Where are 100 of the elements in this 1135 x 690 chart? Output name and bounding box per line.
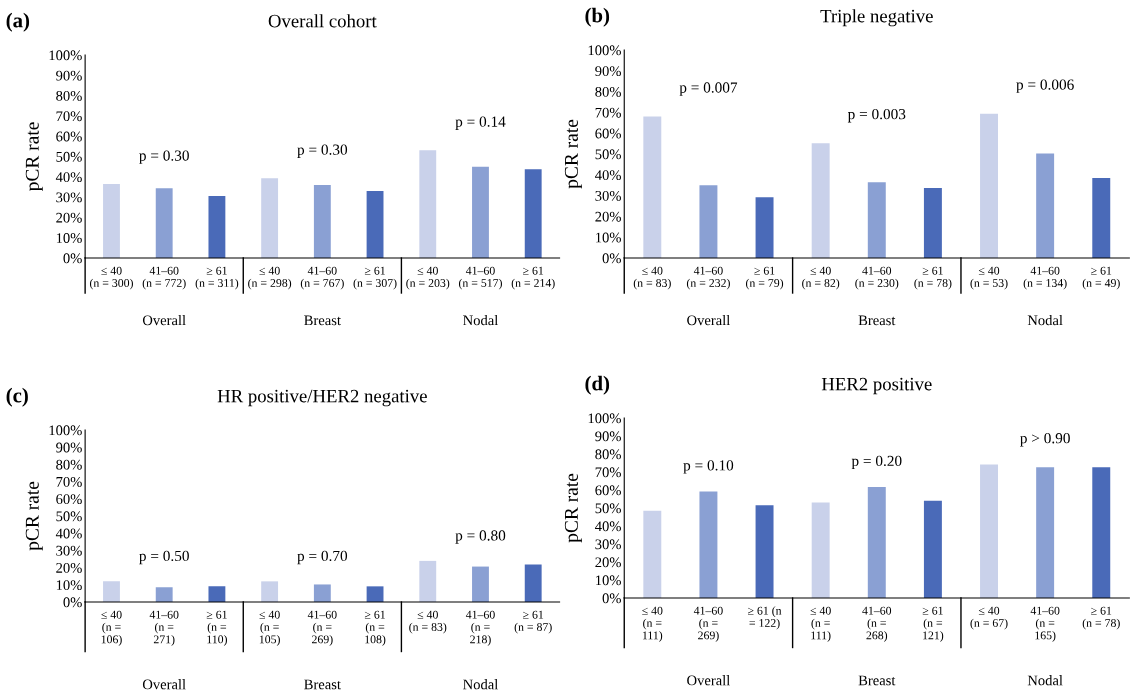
annotation: p = 0.006 <box>1016 79 1074 93</box>
text: Overall <box>142 314 186 326</box>
bar <box>103 581 120 602</box>
x-tick-label: ≤ 40 (n = 300) <box>89 266 133 290</box>
y-tick-label: 90% <box>595 66 621 77</box>
chart-title: Overall cohort <box>268 14 377 28</box>
x-tick-label: ≤ 40 (n = 105) <box>259 610 280 646</box>
text: Breast <box>858 675 896 686</box>
annotation: p = 0.80 <box>455 530 506 544</box>
text: Nodal <box>1027 675 1063 686</box>
x-tick-label: 41–60 (n = 165) <box>1030 606 1060 642</box>
bar <box>643 116 662 258</box>
bar <box>699 491 718 598</box>
y-tick-label: 30% <box>56 545 82 556</box>
y-axis-title: pCR rate <box>25 481 43 551</box>
y-tick-label: 70% <box>56 476 82 487</box>
y-tick-label: 100% <box>49 425 82 436</box>
bar <box>208 195 226 258</box>
text: Overall <box>687 314 730 326</box>
bar <box>472 166 489 258</box>
y-tick-label: 0% <box>63 253 82 264</box>
y-tick-label: 80% <box>56 459 82 470</box>
bar <box>419 150 437 258</box>
annotation: p = 0.003 <box>847 108 906 123</box>
x-tick-label: 41–60 (n = 269) <box>307 610 337 646</box>
text: (a) <box>6 12 30 32</box>
bar <box>313 184 331 258</box>
y-axis-title: pCR rate <box>564 473 582 543</box>
y-tick-label: 60% <box>595 128 621 139</box>
bar <box>811 502 830 598</box>
y-tick-label: 10% <box>596 232 621 243</box>
text: Breast <box>858 315 896 326</box>
y-tick-label: 20% <box>595 211 621 222</box>
bar <box>313 584 331 602</box>
y-tick-label: 50% <box>56 511 82 522</box>
x-tick-label: 41–60 (n = 772) <box>142 266 186 290</box>
x-tick-label: 41–60 (n = 232) <box>686 266 730 290</box>
x-tick-label: ≥ 61 (n = 311) <box>195 266 239 290</box>
x-tick-label: ≥ 61 (n = 78) <box>1082 606 1120 630</box>
x-tick-label: ≤ 40 (n = 111) <box>642 606 663 642</box>
text: Nodal <box>1027 314 1063 326</box>
x-tick-label: ≥ 61 (n = 214) <box>511 266 555 290</box>
bar <box>755 505 774 598</box>
x-tick-label: ≥ 61 (n = 79) <box>746 266 784 290</box>
bar <box>1092 467 1111 598</box>
y-tick-label: 60% <box>595 485 621 496</box>
bar <box>1092 177 1111 258</box>
x-tick-label: ≤ 40 (n = 82) <box>802 266 840 290</box>
y-tick-label: 0% <box>602 253 621 264</box>
x-tick-label: ≤ 40 (n = 83) <box>633 266 671 290</box>
y-tick-label: 40% <box>55 172 82 183</box>
bar <box>1036 467 1055 598</box>
bar <box>103 184 120 258</box>
bar <box>261 581 279 602</box>
y-tick-label: 40% <box>595 521 621 532</box>
bar <box>155 587 173 602</box>
y-axis-title: pCR rate <box>564 119 582 189</box>
y-axis-title: pCR rate <box>25 122 43 192</box>
bar <box>155 188 173 258</box>
annotation: p > 0.90 <box>1020 433 1070 447</box>
y-tick-label: 40% <box>595 170 621 181</box>
bar <box>923 188 942 258</box>
x-tick-label: ≥ 61 (n = 78) <box>914 266 952 290</box>
chart-title: Triple negative <box>820 9 933 27</box>
y-tick-label: 90% <box>595 431 621 442</box>
y-tick-label: 90% <box>56 442 82 453</box>
x-tick-label: 41–60 (n = 271) <box>149 610 179 646</box>
text: Overall <box>687 675 730 686</box>
text: Overall <box>142 679 186 690</box>
y-tick-label: 40% <box>55 528 82 539</box>
bar <box>472 566 489 602</box>
y-tick-label: 70% <box>595 467 621 478</box>
chart-title: HR positive/HER2 negative <box>217 389 427 407</box>
y-tick-label: 80% <box>56 90 82 101</box>
annotation: p = 0.10 <box>683 460 734 474</box>
x-tick-label: ≤ 40 (n = 106) <box>101 610 122 646</box>
bar <box>867 487 886 598</box>
y-tick-label: 10% <box>56 580 82 591</box>
y-tick-label: 10% <box>596 575 621 586</box>
text: (c) <box>6 387 28 407</box>
bar <box>524 169 542 258</box>
text: Breast <box>304 679 341 690</box>
y-tick-label: 0% <box>602 593 621 604</box>
bar <box>699 185 718 258</box>
y-tick-label: 100% <box>588 45 621 56</box>
y-tick-label: 90% <box>56 70 82 81</box>
bar <box>980 113 999 258</box>
y-tick-label: 20% <box>56 562 82 573</box>
text: Nodal <box>463 314 499 326</box>
bar <box>208 586 226 602</box>
y-tick-label: 50% <box>56 151 82 162</box>
x-tick-label: ≥ 61 (n = 87) <box>514 610 552 634</box>
x-tick-label: 41–60 (n = 134) <box>1023 266 1067 290</box>
x-tick-label: 41–60 (n = 268) <box>862 606 892 642</box>
x-tick-label: ≤ 40 (n = 53) <box>970 266 1008 290</box>
y-tick-label: 0% <box>63 597 82 608</box>
y-tick-label: 30% <box>56 192 82 203</box>
annotation: p = 0.20 <box>851 455 902 470</box>
x-tick-label: ≤ 40 (n = 298) <box>248 266 292 290</box>
x-tick-label: ≤ 40 (n = 83) <box>409 610 447 634</box>
